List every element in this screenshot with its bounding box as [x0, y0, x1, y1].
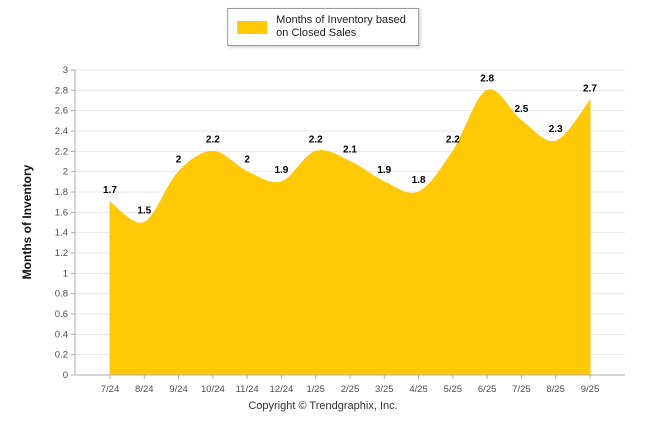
y-tick-label: 0.2 [55, 350, 68, 361]
data-label: 2.2 [446, 134, 460, 145]
area-series [109, 89, 591, 376]
area-chart: 0 0.2 0.4 0.6 0.8 1 1.2 1.4 1.6 1.8 2 2.2 2.4 2.6 2.8 3… [55, 65, 625, 395]
data-label: 2.2 [206, 134, 220, 145]
x-tick-label: 1/25 [306, 384, 325, 395]
data-label: 2.5 [514, 104, 528, 115]
y-tick-label: 1 [63, 268, 68, 279]
data-label: 2 [244, 155, 250, 166]
x-tick-label: 8/24 [135, 384, 154, 395]
y-tick-label: 3 [63, 65, 68, 76]
x-tick-label: 8/25 [546, 384, 565, 395]
y-tick-label: 1.8 [55, 187, 68, 198]
data-label: 1.8 [412, 175, 426, 186]
x-tick-label: 4/25 [409, 384, 428, 395]
data-label: 2.8 [480, 73, 494, 84]
legend-label-line1: Months of Inventory based [276, 14, 406, 26]
legend-label: Months of Inventory based on Closed Sale… [276, 14, 406, 40]
y-tick-label: 2.2 [55, 146, 68, 157]
x-tick-label: 11/24 [236, 384, 259, 395]
y-tick-label: 0.8 [55, 289, 68, 300]
copyright-text: Copyright © Trendgraphix, Inc. [248, 400, 398, 412]
data-label: 2 [176, 155, 182, 166]
y-tick-label: 1.2 [55, 248, 68, 259]
y-tick-label: 1.6 [55, 207, 68, 218]
y-tick-label: 0 [63, 370, 68, 381]
x-tick-label: 2/25 [341, 384, 360, 395]
data-label: 2.3 [549, 124, 563, 135]
y-tick-label: 0.6 [55, 309, 68, 320]
x-tick-label: 12/24 [270, 384, 294, 395]
x-tick-label: 9/25 [581, 384, 600, 395]
data-label: 1.7 [103, 185, 117, 196]
y-tick-label: 1.4 [55, 228, 68, 239]
y-tick-label: 2 [63, 167, 68, 178]
y-tick-label: 2.8 [55, 85, 68, 96]
y-tick-label: 2.6 [55, 106, 68, 117]
x-tick-label: 7/24 [101, 384, 120, 395]
x-tick-label: 3/25 [375, 384, 394, 395]
data-label: 2.1 [343, 145, 357, 156]
legend: Months of Inventory based on Closed Sale… [227, 8, 419, 46]
x-tick-label: 6/25 [478, 384, 497, 395]
x-tick-label: 9/24 [169, 384, 188, 395]
data-label: 2.2 [309, 134, 323, 145]
data-label: 2.7 [583, 84, 597, 95]
y-tick-label: 0.4 [55, 329, 68, 340]
data-label: 1.9 [274, 165, 288, 176]
legend-label-line2: on Closed Sales [276, 27, 357, 39]
data-label: 1.9 [377, 165, 391, 176]
legend-swatch [237, 20, 268, 34]
y-tick-label: 2.4 [55, 126, 68, 137]
x-tick-label: 7/25 [512, 384, 531, 395]
x-tick-label: 10/24 [201, 384, 225, 395]
data-label: 1.5 [137, 206, 151, 217]
x-tick-label: 5/25 [444, 384, 463, 395]
